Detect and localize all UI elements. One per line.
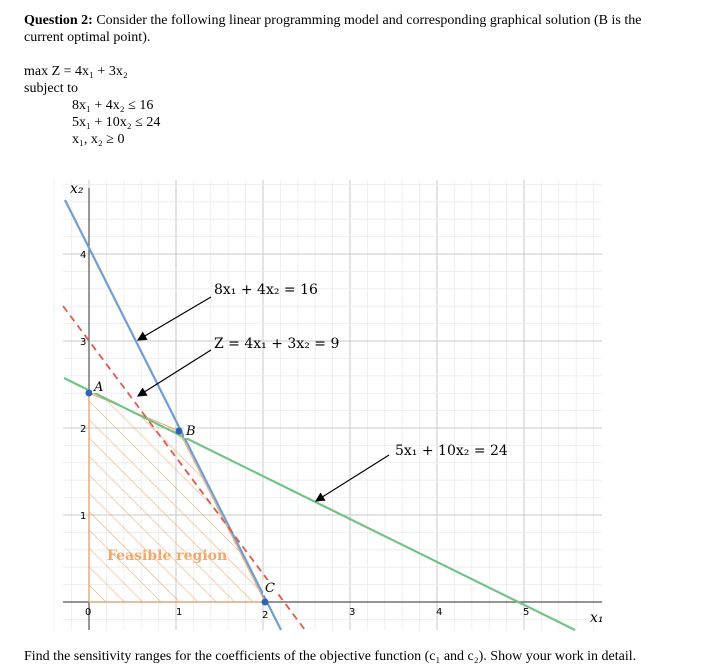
x-tick-3: 3 <box>349 607 355 618</box>
constraint-1-line <box>64 199 282 631</box>
y-tick-3: 3 <box>80 337 86 348</box>
x-tick-1: 1 <box>176 607 182 618</box>
feasible-region-label: Feasible region <box>107 548 227 564</box>
x-tick-2: 2 <box>262 610 268 621</box>
lp-graph: 0 1 2 3 4 5 1 2 3 4 x₂ x₁ 8x₁ + 4x₂ = 16… <box>53 180 604 631</box>
point-a <box>85 389 93 397</box>
constraint-2: 5x₁ + 10x₂ ≤ 24 <box>72 115 161 130</box>
instructions: Find the sensitivity ranges for the coef… <box>24 649 637 664</box>
objective-function: max Z = 4x₁ + 3x₂ <box>24 64 128 79</box>
point-c <box>261 598 269 606</box>
y-axis-label: x₂ <box>70 181 84 197</box>
constraint-1: 8x₁ + 4x₂ ≤ 16 <box>72 98 154 113</box>
x-tick-0: 0 <box>85 607 91 618</box>
x-axis-label: x₁ <box>590 610 604 626</box>
subject-to-label: subject to <box>24 81 79 96</box>
question-body: Consider the following linear programmin… <box>24 13 642 45</box>
constraint-2-line <box>63 377 576 631</box>
point-b-label-bg <box>184 423 197 438</box>
arrow-constraint-1 <box>136 296 212 341</box>
y-tick-2: 2 <box>80 424 86 435</box>
point-c-label-bg <box>263 580 277 595</box>
nonnegativity-constraint: x₁, x₂ ≥ 0 <box>72 132 125 147</box>
point-b <box>175 427 183 435</box>
y-tick-4: 4 <box>80 250 86 261</box>
question-text: Question 2: Consider the following linea… <box>24 12 684 46</box>
point-a-label-bg <box>92 378 105 393</box>
annotation-constraint-1: 8x₁ + 4x₂ = 16 <box>214 282 318 298</box>
lp-model: max Z = 4x₁ + 3x₂ subject to 8x₁ + 4x₂ ≤… <box>24 63 160 148</box>
point-b-label: B <box>185 424 196 439</box>
x-tick-5: 5 <box>523 607 529 618</box>
x-tick-4: 4 <box>436 607 442 618</box>
annotation-constraint-2: 5x₁ + 10x₂ = 24 <box>395 443 508 459</box>
arrow-constraint-2 <box>314 454 390 502</box>
point-a-label: A <box>93 380 103 395</box>
objective-line <box>62 305 306 631</box>
arrow-objective <box>136 349 212 397</box>
y-tick-1: 1 <box>80 511 86 522</box>
point-c-label: C <box>265 581 275 596</box>
annotation-objective: Z = 4x₁ + 3x₂ = 9 <box>214 336 339 352</box>
question-label: Question 2: <box>24 13 93 28</box>
